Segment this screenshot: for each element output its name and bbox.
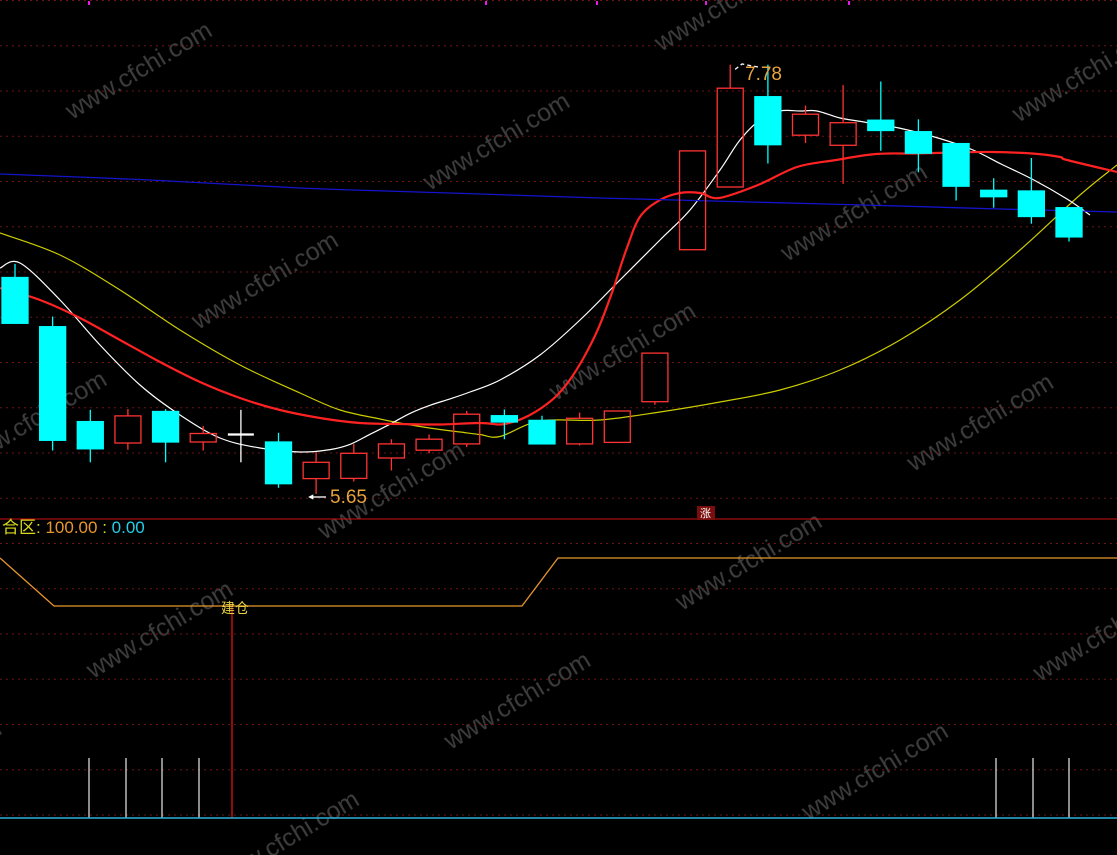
svg-text:5.65: 5.65 (330, 487, 367, 508)
svg-text:合区: 100.00 : 0.00: 合区: 100.00 : 0.00 (2, 518, 145, 537)
svg-text:涨: 涨 (700, 507, 711, 520)
svg-text:建仓: 建仓 (221, 600, 249, 616)
svg-text:7.78: 7.78 (745, 64, 782, 85)
